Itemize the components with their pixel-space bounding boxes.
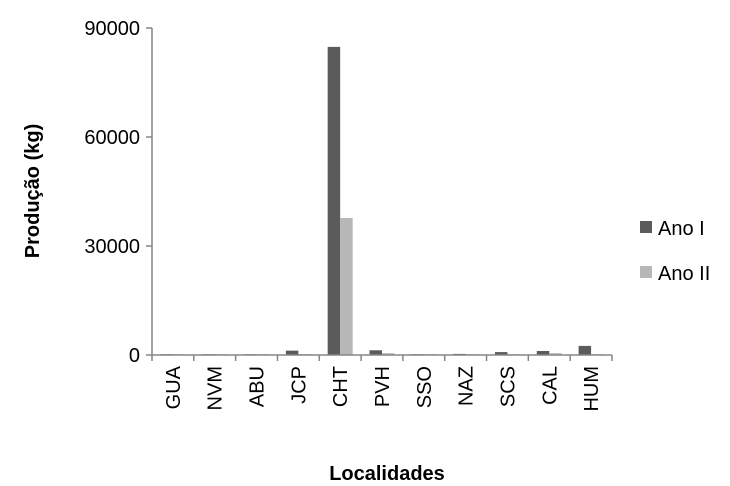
- legend-label-ano-i: Ano I: [658, 218, 705, 240]
- x-tick-label-abu: ABU: [247, 366, 269, 407]
- bar-ano-i-jcp: [285, 350, 299, 355]
- y-axis-title: Produção (kg): [22, 124, 44, 258]
- x-tick-label-gua: GUA: [163, 365, 185, 409]
- x-ticks-layer: GUA NVM ABU JCP CHT PVH SSO NAZ SCS CAL HUM: [151, 355, 613, 412]
- x-tick-label-scs: SCS: [497, 366, 519, 407]
- x-tick-label-hum: HUM: [581, 366, 603, 412]
- y-tick-label: 90000: [84, 18, 140, 40]
- y-ticks-layer: 0 30000 60000 90000: [84, 18, 152, 367]
- bar-ano-ii-cal: [549, 353, 562, 355]
- legend-swatch-ano-i: [640, 221, 652, 233]
- bar-ano-i-pvh: [369, 350, 382, 355]
- bar-ano-i-scs: [494, 352, 508, 355]
- x-tick-label-naz: NAZ: [456, 366, 478, 406]
- y-tick-label: 30000: [84, 236, 140, 258]
- x-tick-label-jcp: JCP: [288, 366, 310, 404]
- x-tick-label-nvm: NVM: [205, 366, 227, 410]
- y-tick-label: 60000: [84, 127, 140, 149]
- bar-ano-ii-cht: [340, 218, 353, 355]
- bar-ano-ii-pvh: [382, 353, 395, 355]
- x-tick-label-sso: SSO: [414, 366, 436, 408]
- legend: Ano I Ano II: [640, 218, 710, 285]
- bar-ano-i-cht: [327, 46, 341, 355]
- bar-ano-i-hum: [578, 345, 592, 355]
- x-tick-label-cht: CHT: [330, 366, 352, 407]
- x-tick-label-pvh: PVH: [372, 366, 394, 407]
- legend-swatch-ano-ii: [640, 266, 652, 278]
- bars-layer: [160, 46, 604, 355]
- bar-ano-i-cal: [536, 351, 550, 355]
- x-tick-label-cal: CAL: [539, 366, 561, 405]
- x-axis-title: Localidades: [329, 463, 445, 485]
- y-tick-label: 0: [129, 345, 140, 367]
- legend-label-ano-ii: Ano II: [658, 263, 710, 285]
